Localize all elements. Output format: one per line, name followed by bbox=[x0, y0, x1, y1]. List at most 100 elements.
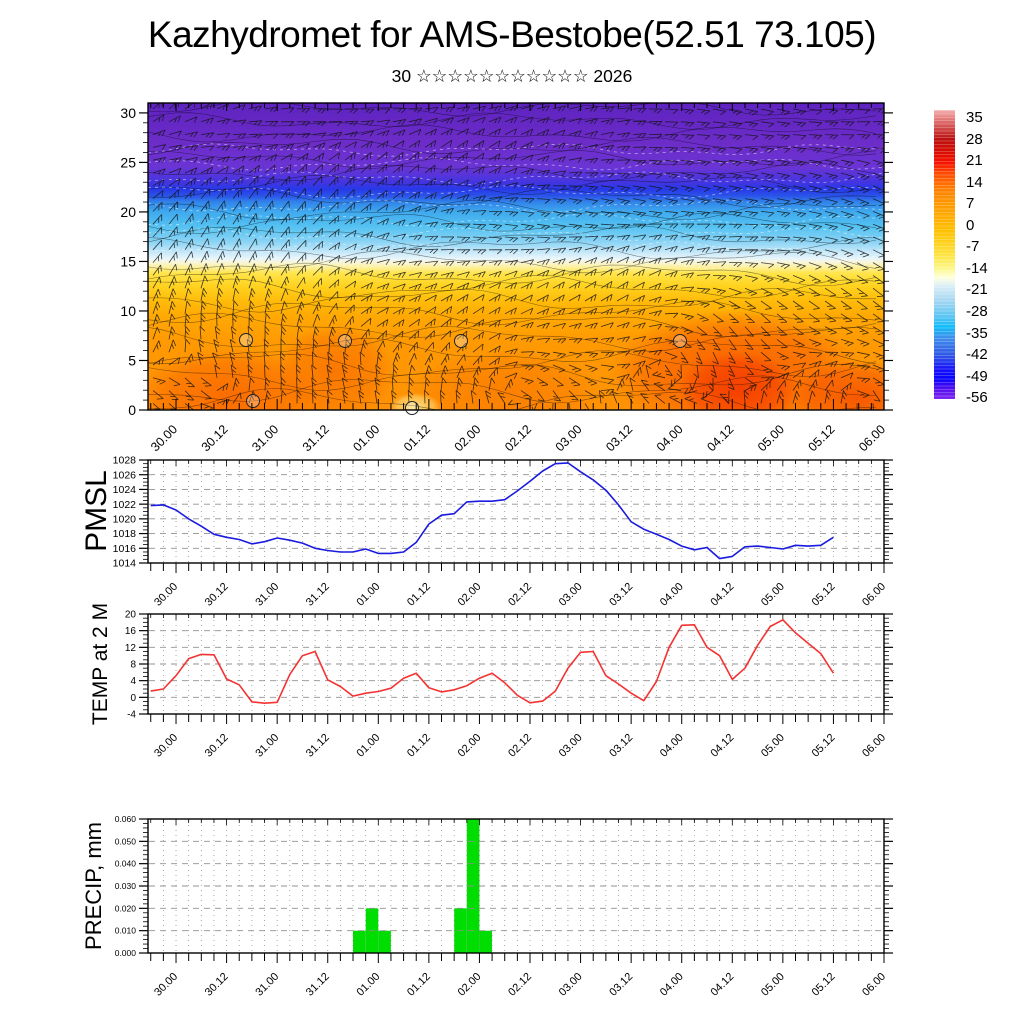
cross-section-x-tick-label: 05.12 bbox=[806, 422, 838, 454]
wind-barbs bbox=[152, 103, 884, 410]
temp2m-x-tick-label: 30.12 bbox=[203, 732, 231, 760]
precip-x-tick-label: 30.12 bbox=[203, 971, 231, 999]
cross-section-y-tick-label: 20 bbox=[120, 204, 136, 220]
cross-section-y-tick-label: 5 bbox=[128, 352, 136, 368]
temp2m-x-tick-label: 06.00 bbox=[860, 732, 888, 760]
precip-x-tick-label: 06.00 bbox=[860, 971, 888, 999]
colorbar-tick-label: -42 bbox=[966, 346, 988, 364]
cross-section-y-tick-label: 0 bbox=[128, 402, 136, 418]
temp2m-y-tick-label: 12 bbox=[125, 643, 137, 654]
precip-y-tick-label: 0.010 bbox=[115, 926, 137, 936]
pmsl-y-tick-label: 1018 bbox=[113, 528, 137, 540]
pmsl-x-tick-label: 05.12 bbox=[810, 581, 838, 609]
temp2m-x-tick-label: 31.00 bbox=[253, 732, 281, 760]
vortex-marker bbox=[239, 333, 253, 347]
colorbar-tick-label: -7 bbox=[966, 238, 980, 256]
pmsl-x-tick-label: 01.00 bbox=[354, 581, 382, 609]
pmsl-x-tick-label: 31.12 bbox=[304, 581, 332, 609]
pmsl-y-tick-label: 1016 bbox=[113, 543, 137, 555]
cross-section-x-tick-label: 03.00 bbox=[553, 422, 585, 454]
colorbar-tick-label: -35 bbox=[966, 324, 988, 342]
colorbar-tick-label: -14 bbox=[966, 259, 988, 277]
precip-x-tick-label: 01.12 bbox=[405, 971, 433, 999]
temp2m-y-tick-label: 4 bbox=[130, 676, 136, 687]
precip-y-tick-label: 0.030 bbox=[115, 881, 137, 891]
precip-x-tick-label: 04.00 bbox=[658, 971, 686, 999]
cross-section-x-tick-label: 02.00 bbox=[452, 422, 484, 454]
precip-y-tick-label: 0.050 bbox=[115, 836, 137, 846]
precip-bar bbox=[378, 930, 391, 953]
cross-section-y-tick-label: 25 bbox=[120, 154, 136, 170]
colorbar-tick-label: 28 bbox=[966, 130, 983, 148]
pmsl-x-tick-label: 03.12 bbox=[607, 581, 635, 609]
temp2m-x-tick-label: 05.00 bbox=[759, 732, 787, 760]
cross-section-y-tick-label: 15 bbox=[120, 253, 136, 269]
pmsl-panel: 1014 1016 1018 1020 1022 1024 1026 1028 30.00 30.… bbox=[113, 455, 893, 609]
precip-x-tick-label: 02.00 bbox=[456, 971, 484, 999]
colorbar-tick-label: 14 bbox=[966, 173, 983, 191]
cross-section-y-tick-label: 10 bbox=[120, 303, 136, 319]
pmsl-x-tick-label: 02.12 bbox=[506, 581, 534, 609]
precip-bar bbox=[479, 930, 492, 953]
cross-section-x-tick-label: 30.00 bbox=[148, 422, 180, 454]
pmsl-x-tick-label: 05.00 bbox=[759, 581, 787, 609]
cross-section-x-tick-label: 31.12 bbox=[300, 422, 332, 454]
temp2m-y-tick-label: 16 bbox=[125, 626, 137, 637]
temp2m-x-tick-label: 02.00 bbox=[456, 732, 484, 760]
temp2m-panel: -4 0 4 8 12 16 20 30.00 30.12 31.00 31.12 01.00 01.1… bbox=[125, 610, 893, 760]
cross-section-x-tick-label: 04.12 bbox=[704, 422, 736, 454]
colorbar-tick-label: 35 bbox=[966, 109, 983, 126]
colorbar-labels: 35 28 21 14 7 0 -7 -14 -21 -28 -35 -42 -49 -56 bbox=[966, 109, 1016, 409]
precip-x-tick-label: 03.00 bbox=[557, 971, 585, 999]
temp2m-x-tick-label: 03.00 bbox=[557, 732, 585, 760]
temp2m-x-tick-label: 04.12 bbox=[708, 732, 736, 760]
temp2m-x-tick-label: 31.12 bbox=[304, 732, 332, 760]
temp2m-y-tick-label: 0 bbox=[130, 693, 136, 704]
precip-x-tick-label: 31.00 bbox=[253, 971, 281, 999]
pmsl-x-tick-label: 31.00 bbox=[253, 581, 281, 609]
cross-section-panel: 0 5 10 15 20 25 30 30.00 30.12 31.00 31.12 01.00 01.… bbox=[120, 102, 893, 454]
wind-barbs bbox=[152, 103, 884, 410]
cross-section-x-tick-label: 03.12 bbox=[603, 422, 635, 454]
cross-section-x-tick-label: 02.12 bbox=[502, 422, 534, 454]
precip-y-tick-label: 0.040 bbox=[115, 859, 137, 869]
temp2m-x-tick-label: 04.00 bbox=[658, 732, 686, 760]
pmsl-y-tick-label: 1014 bbox=[113, 558, 137, 570]
chart-subtitle: 30 ☆☆☆☆☆☆☆☆☆☆☆ 2026 bbox=[391, 66, 633, 86]
pmsl-x-tick-label: 30.00 bbox=[152, 581, 180, 609]
pmsl-y-tick-label: 1022 bbox=[113, 499, 137, 511]
precip-x-tick-label: 05.12 bbox=[810, 971, 838, 999]
temp2m-x-tick-label: 01.00 bbox=[354, 732, 382, 760]
temp2m-x-tick-label: 30.00 bbox=[152, 732, 180, 760]
pmsl-y-tick-label: 1028 bbox=[113, 455, 137, 467]
colorbar-gradient bbox=[934, 110, 955, 399]
colorbar-tick-label: -28 bbox=[966, 302, 988, 320]
vortex-marker bbox=[673, 334, 687, 348]
page-title: Kazhydromet for AMS-Bestobe(52.51 73.105… bbox=[147, 14, 877, 55]
vortex-marker bbox=[405, 401, 419, 415]
cross-section-x-tick-label: 06.00 bbox=[856, 422, 888, 454]
precip-bar bbox=[353, 930, 366, 953]
temp2m-y-tick-label: 8 bbox=[130, 660, 136, 671]
precip-y-tick-label: 0.020 bbox=[115, 903, 137, 913]
precip-y-tick-label: 0.000 bbox=[115, 948, 137, 958]
precip-y-tick-label: 0.060 bbox=[115, 814, 137, 824]
vortex-marker bbox=[338, 334, 352, 348]
vortex-marker bbox=[454, 334, 468, 348]
cross-section-x-tick-label: 05.00 bbox=[755, 422, 787, 454]
precip-x-tick-label: 01.00 bbox=[354, 971, 382, 999]
cross-section-x-tick-label: 30.12 bbox=[199, 422, 231, 454]
pmsl-x-tick-label: 04.00 bbox=[658, 581, 686, 609]
colorbar-tick-label: 0 bbox=[966, 216, 975, 234]
precip-x-tick-label: 04.12 bbox=[708, 971, 736, 999]
pmsl-x-tick-label: 02.00 bbox=[456, 581, 484, 609]
cross-section-x-tick-label: 04.00 bbox=[654, 422, 686, 454]
cross-section-y-tick-label: 30 bbox=[120, 105, 136, 121]
pmsl-x-tick-label: 03.00 bbox=[557, 581, 585, 609]
precip-x-tick-label: 30.00 bbox=[152, 971, 180, 999]
temp2m-series-line bbox=[150, 618, 835, 705]
precip-x-tick-label: 05.00 bbox=[759, 971, 787, 999]
precip-x-tick-label: 03.12 bbox=[607, 971, 635, 999]
pmsl-series-line bbox=[150, 462, 834, 560]
